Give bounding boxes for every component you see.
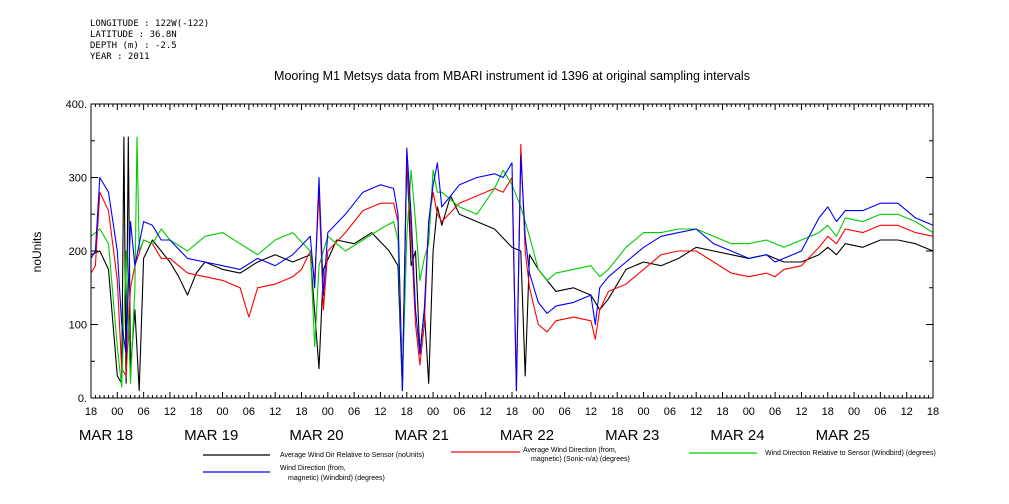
- x-hour-label: 12: [795, 406, 807, 418]
- y-tick-label: 0.: [78, 393, 87, 405]
- x-hour-label: 18: [716, 406, 728, 418]
- y-tick-label: 100: [69, 320, 87, 332]
- x-hour-label: 00: [848, 406, 860, 418]
- x-hour-label: 12: [690, 406, 702, 418]
- year-label: YEAR : 2011: [90, 52, 150, 62]
- x-hour-label: 00: [111, 406, 123, 418]
- legend-label-4: Wind Direction (from, magnetic) (Windbird…: [280, 465, 385, 482]
- x-hour-label: 00: [322, 406, 334, 418]
- series-line-2: [90, 143, 934, 392]
- x-hour-label: 18: [927, 406, 939, 418]
- x-hour-label: 18: [85, 406, 97, 418]
- y-tick-label: 300: [69, 173, 87, 185]
- x-hour-label: 18: [401, 406, 413, 418]
- x-hour-label: 06: [243, 406, 255, 418]
- x-day-label: MAR 20: [289, 427, 343, 444]
- x-day-label: MAR 24: [710, 427, 764, 444]
- depth-label: DEPTH (m) : -2.5: [90, 41, 177, 51]
- y-tick-label: 200: [69, 246, 87, 258]
- x-hour-label: 06: [453, 406, 465, 418]
- x-hour-label: 12: [164, 406, 176, 418]
- x-hour-label: 00: [637, 406, 649, 418]
- x-hour-label: 12: [374, 406, 386, 418]
- series-line-4: [90, 147, 934, 392]
- x-hour-label: 06: [769, 406, 781, 418]
- longitude-label: LONGITUDE : 122W(-122): [90, 19, 210, 29]
- x-hour-label: 18: [506, 406, 518, 418]
- y-axis-label: noUnits: [30, 232, 44, 273]
- y-tick-label: 400.: [66, 99, 87, 111]
- x-hour-label: 12: [585, 406, 597, 418]
- x-hour-label: 18: [822, 406, 834, 418]
- x-hour-label: 06: [664, 406, 676, 418]
- x-hour-label: 12: [480, 406, 492, 418]
- x-day-label: MAR 23: [605, 427, 659, 444]
- x-hour-label: 06: [138, 406, 150, 418]
- x-hour-label: 00: [427, 406, 439, 418]
- x-day-label: MAR 22: [500, 427, 554, 444]
- plot-area: [90, 136, 934, 392]
- chart-title: Mooring M1 Metsys data from MBARI instru…: [274, 69, 750, 83]
- x-hour-label: 00: [743, 406, 755, 418]
- legend-label-1: Average Wind Dir Relative to Sensor (noU…: [280, 452, 424, 459]
- x-hour-label: 18: [295, 406, 307, 418]
- axes: 0. 100 200 300 400. 18 00 06 12 18 00 06 12 18 00 06 12 1…: [66, 99, 940, 444]
- x-day-label: MAR 19: [184, 427, 238, 444]
- x-hour-label: 06: [348, 406, 360, 418]
- x-day-label: MAR 18: [79, 427, 133, 444]
- x-day-label: MAR 21: [395, 427, 449, 444]
- x-hour-label: 00: [216, 406, 228, 418]
- x-day-label: MAR 25: [816, 427, 870, 444]
- plot-frame: [90, 103, 934, 399]
- x-hour-label: 06: [874, 406, 886, 418]
- x-hour-label: 12: [901, 406, 913, 418]
- x-hour-label: 12: [269, 406, 281, 418]
- x-hour-label: 18: [611, 406, 623, 418]
- x-hour-label: 00: [532, 406, 544, 418]
- legend-label-3: Wind Direction Relative to Sensor (Windb…: [765, 450, 936, 457]
- metadata-block: LONGITUDE : 122W(-122) LATITUDE : 36.8N …: [90, 19, 209, 63]
- legend-label-2: Average Wind Direction (from, magnetic) (…: [523, 447, 630, 463]
- series-line-1: [90, 136, 934, 392]
- x-hour-label: 06: [559, 406, 571, 418]
- latitude-label: LATITUDE : 36.8N: [90, 30, 177, 40]
- x-hour-label: 18: [190, 406, 202, 418]
- legend: Average Wind Dir Relative to Sensor (noU…: [203, 447, 936, 482]
